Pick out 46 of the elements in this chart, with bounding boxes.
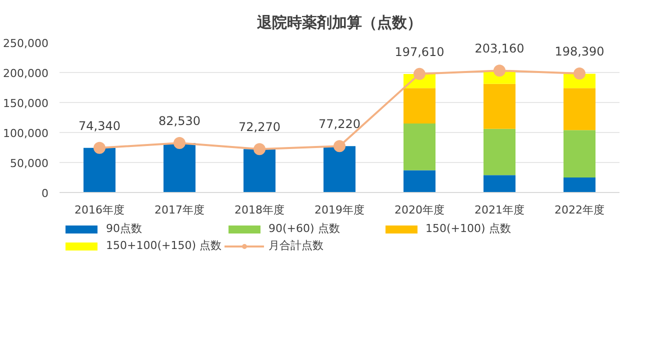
legend-label: 90(+60) 点数 [268, 221, 341, 236]
point [254, 143, 266, 156]
legend-label: 90点数 [106, 221, 143, 236]
legend-label: 月合計点数 [268, 238, 324, 253]
bar [564, 88, 596, 130]
legend-label: 150(+100) 点数 [426, 221, 512, 236]
x-tick-label: 2017年度 [154, 204, 205, 216]
x-tick-label: 2021年度 [474, 204, 525, 216]
x-tick-label: 2019年度 [314, 204, 365, 216]
data-label: 74,340 [78, 118, 121, 133]
y-tick-label: 100,000 [3, 127, 49, 140]
bar [404, 170, 436, 192]
data-label: 203,160 [474, 42, 524, 56]
y-tick-label: 250,000 [3, 37, 49, 50]
data-label: 82,530 [158, 114, 201, 128]
point [174, 136, 186, 149]
bar [564, 130, 596, 178]
bar [484, 175, 516, 192]
legend-label: 150+100(+150) 点数 [106, 238, 222, 253]
bar [84, 148, 116, 192]
x-tick-label: 2018年度 [234, 204, 285, 216]
chart-title: 退院時薬剤加算（点数） [256, 14, 422, 32]
point [334, 140, 346, 152]
y-tick-label: 150,000 [3, 97, 49, 110]
x-tick-label: 2016年度 [74, 204, 125, 216]
x-tick-label: 2020年度 [394, 204, 445, 216]
point [574, 67, 586, 80]
bar [244, 149, 276, 192]
data-label: 77,220 [318, 117, 361, 132]
y-tick-label: 200,000 [3, 67, 49, 80]
data-label: 72,270 [238, 120, 281, 134]
point [494, 64, 506, 77]
y-tick-label: 50,000 [10, 157, 49, 170]
bar [164, 142, 196, 192]
data-label: 198,390 [554, 44, 604, 58]
bar [564, 178, 596, 192]
x-tick-label: 2022年度 [554, 204, 605, 216]
bar [484, 84, 516, 129]
point [414, 68, 426, 80]
data-label: 197,610 [394, 44, 444, 59]
y-tick-label: 0 [42, 187, 48, 200]
point [94, 142, 106, 154]
bar [484, 128, 516, 176]
bar [404, 124, 436, 170]
bar [324, 146, 356, 192]
bar [404, 88, 436, 124]
